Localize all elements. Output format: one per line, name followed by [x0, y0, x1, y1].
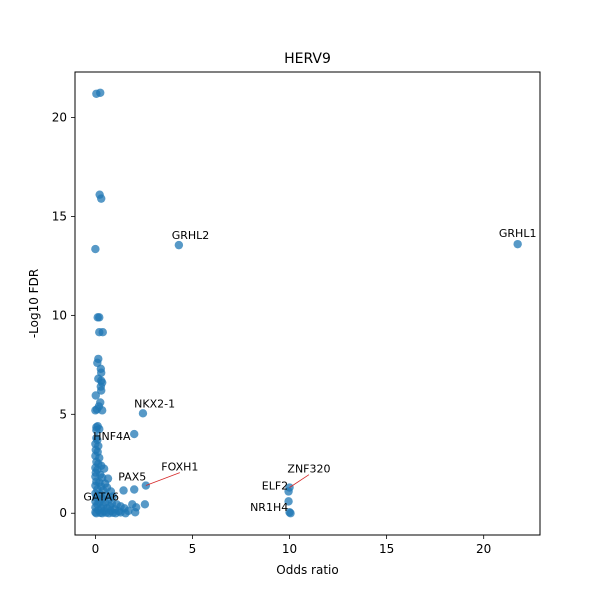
- y-tick-label: 20: [52, 111, 67, 125]
- annotation-label: HNF4A: [93, 430, 131, 443]
- data-point: [284, 487, 293, 496]
- data-point: [119, 486, 128, 495]
- annotation-leader-line: [289, 474, 310, 488]
- x-tick-label: 10: [282, 542, 297, 556]
- annotation-leaders: [145, 472, 310, 488]
- x-axis-ticks: 0 5 10 15 20: [92, 535, 491, 556]
- annotation-label: FOXH1: [161, 461, 198, 474]
- y-tick-label: 5: [59, 407, 67, 421]
- data-point: [97, 386, 106, 395]
- data-point: [98, 327, 107, 337]
- x-tick-label: 5: [189, 542, 197, 556]
- data-point: [174, 240, 184, 250]
- data-point: [284, 497, 293, 506]
- data-point: [91, 391, 100, 400]
- data-point: [286, 509, 295, 518]
- annotation-label: GRHL2: [172, 229, 210, 242]
- annotation-label: GRHL1: [499, 227, 537, 240]
- x-tick-label: 15: [379, 542, 394, 556]
- data-point: [91, 244, 100, 254]
- data-point: [104, 509, 114, 518]
- points-layer: [91, 88, 522, 518]
- data-point: [138, 409, 148, 418]
- data-point: [130, 508, 140, 517]
- data-point: [97, 509, 107, 518]
- annotation-label: ZNF320: [287, 463, 330, 476]
- annotation-label: PAX5: [118, 471, 146, 484]
- x-tick-label: 20: [476, 542, 491, 556]
- annotation-labels: GRHL1 GRHL2 NKX2-1 HNF4A FOXH1 PAX5 GATA6 ZNF32…: [83, 227, 536, 514]
- data-point: [130, 429, 139, 439]
- x-axis-label: Odds ratio: [276, 563, 338, 577]
- data-point: [111, 509, 120, 518]
- data-point: [140, 500, 150, 509]
- y-axis-label: -Log10 FDR: [27, 269, 41, 338]
- data-point: [92, 509, 101, 518]
- data-point: [513, 239, 522, 249]
- data-point: [99, 464, 109, 473]
- plot-frame: [74, 71, 541, 536]
- data-point: [97, 194, 106, 203]
- data-point: [130, 485, 139, 494]
- annotation-label: NKX2-1: [134, 397, 175, 410]
- y-tick-label: 10: [52, 308, 67, 322]
- y-tick-label: 15: [52, 209, 67, 223]
- data-point: [97, 406, 107, 415]
- y-axis-ticks: 0 5 10 15 20: [52, 111, 75, 520]
- annotation-label: GATA6: [83, 490, 119, 503]
- data-point: [121, 509, 130, 518]
- data-point: [95, 313, 104, 322]
- y-tick-label: 0: [59, 506, 67, 520]
- annotation-leader-line: [145, 472, 180, 486]
- data-point: [96, 88, 105, 97]
- data-point: [95, 424, 104, 434]
- annotation-label: NR1H4: [250, 501, 288, 514]
- chart-title: HERV9: [284, 51, 331, 67]
- x-tick-label: 0: [92, 542, 100, 556]
- annotation-label: ELF2: [262, 479, 288, 492]
